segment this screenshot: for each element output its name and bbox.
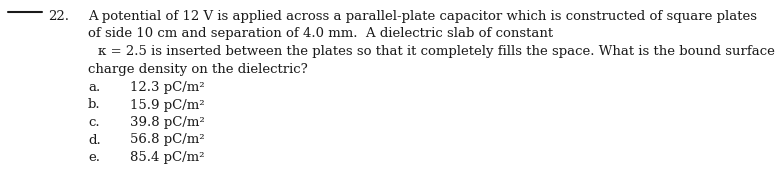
- Text: 22.: 22.: [48, 10, 69, 23]
- Text: of side 10 cm and separation of 4.0 mm.  A dielectric slab of constant: of side 10 cm and separation of 4.0 mm. …: [88, 28, 553, 41]
- Text: d.: d.: [88, 133, 101, 146]
- Text: 85.4 pC/m²: 85.4 pC/m²: [130, 151, 205, 164]
- Text: a.: a.: [88, 81, 100, 94]
- Text: 39.8 pC/m²: 39.8 pC/m²: [130, 116, 205, 129]
- Text: c.: c.: [88, 116, 99, 129]
- Text: 56.8 pC/m²: 56.8 pC/m²: [130, 133, 205, 146]
- Text: b.: b.: [88, 99, 101, 112]
- Text: e.: e.: [88, 151, 100, 164]
- Text: A potential of 12 V is applied across a parallel-plate capacitor which is constr: A potential of 12 V is applied across a …: [88, 10, 757, 23]
- Text: charge density on the dielectric?: charge density on the dielectric?: [88, 62, 308, 75]
- Text: 15.9 pC/m²: 15.9 pC/m²: [130, 99, 205, 112]
- Text: κ = 2.5 is inserted between the plates so that it completely fills the space. Wh: κ = 2.5 is inserted between the plates s…: [98, 45, 775, 58]
- Text: 12.3 pC/m²: 12.3 pC/m²: [130, 81, 205, 94]
